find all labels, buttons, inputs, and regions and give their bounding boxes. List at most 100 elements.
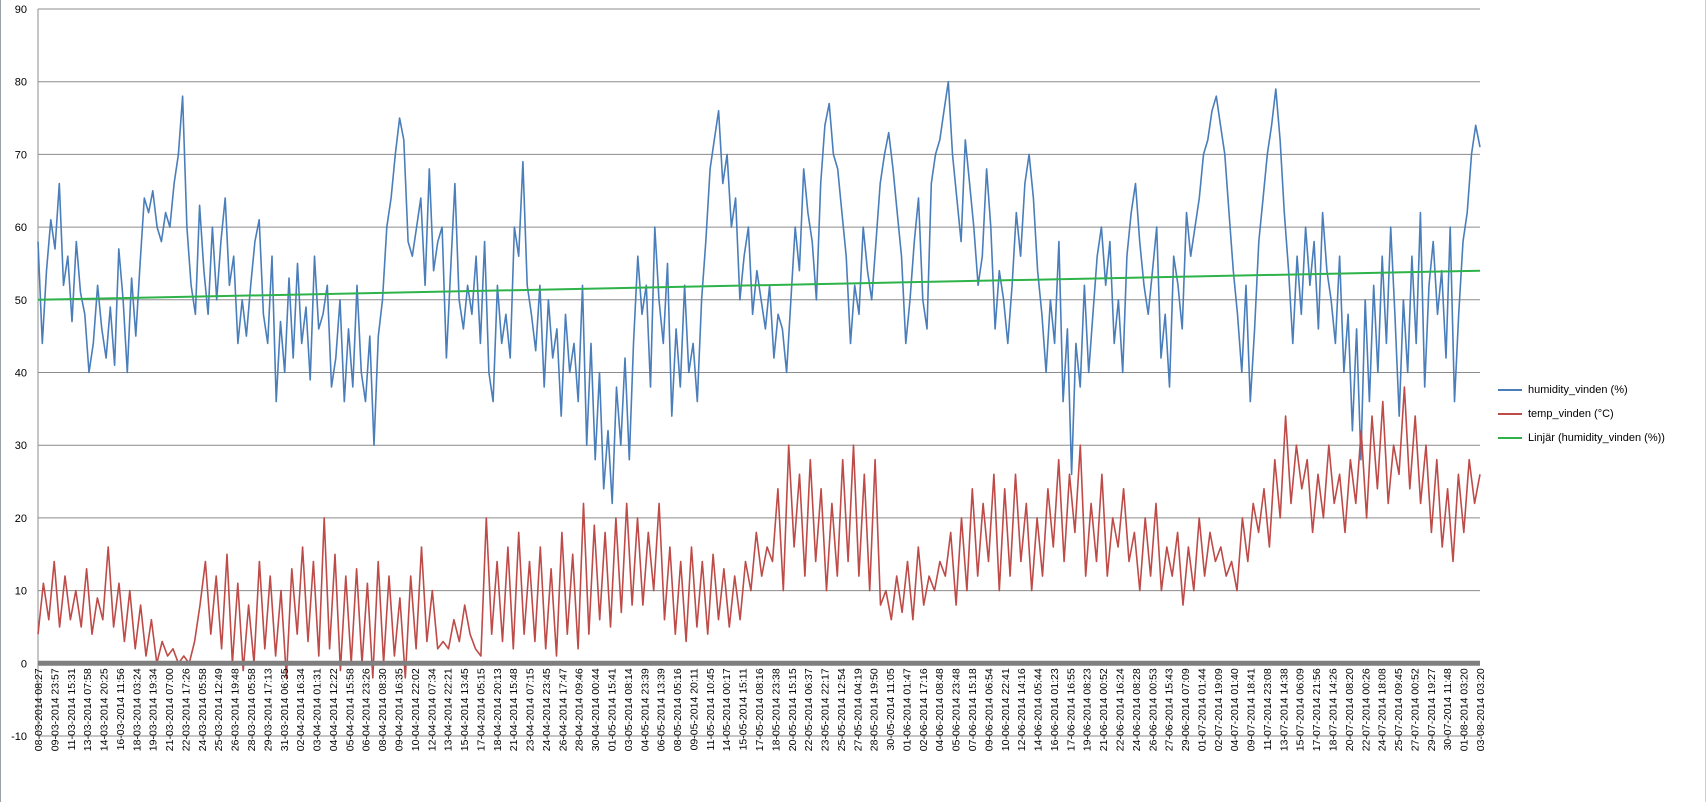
x-tick-label: 16-03-2014 11:56 [115, 668, 127, 750]
x-tick-label: 11-07-2014 23:08 [1262, 668, 1274, 750]
x-tick-label: 25-03-2014 12:49 [213, 668, 225, 751]
x-tick-label: 10-06-2014 22:41 [1000, 668, 1012, 751]
x-tick-label: 23-04-2014 07:15 [525, 668, 537, 751]
x-tick-label: 25-05-2014 12:54 [836, 668, 848, 751]
x-tick-label: 24-07-2014 18:08 [1377, 668, 1389, 751]
legend-label-humidity: humidity_vinden (%) [1528, 384, 1628, 396]
x-tick-label: 30-05-2014 11:05 [885, 668, 897, 750]
x-tick-label: 22-06-2014 16:24 [1115, 668, 1127, 751]
x-tick-label: 05-04-2014 15:58 [344, 668, 356, 751]
series-lines [37, 80, 1481, 679]
x-tick-label: 04-05-2014 23:39 [639, 668, 651, 751]
x-tick-label: 23-05-2014 22:17 [820, 668, 832, 751]
x-tick-label: 18-03-2014 03:24 [131, 668, 143, 751]
x-tick-label: 12-04-2014 07:34 [426, 668, 438, 751]
x-tick-label: 26-06-2014 00:53 [1147, 668, 1159, 751]
chart-legend: humidity_vinden (%) temp_vinden (°C) Lin… [1498, 378, 1665, 450]
y-tick-label: 60 [15, 222, 27, 234]
x-tick-label: 03-04-2014 01:31 [312, 668, 324, 751]
legend-swatch-humidity [1498, 389, 1522, 391]
x-tick-label: 01-07-2014 01:44 [1196, 668, 1208, 751]
x-tick-label: 28-03-2014 05:58 [246, 668, 258, 751]
x-tick-label: 09-06-2014 06:54 [983, 668, 995, 751]
x-tick-label: 17-06-2014 16:55 [1065, 668, 1077, 751]
x-tick-label: 09-07-2014 18:41 [1246, 668, 1258, 751]
x-tick-label: 04-07-2014 01:40 [1229, 668, 1241, 751]
gridlines [37, 8, 1480, 737]
y-axis-tick-labels: -10 0 10 20 30 40 50 60 70 80 90 [11, 4, 27, 743]
x-tick-label: 16-06-2014 01:23 [1049, 668, 1061, 751]
legend-item-trendline: Linjär (humidity_vinden (%)) [1498, 426, 1665, 450]
x-tick-label: 09-03-2014 23:57 [49, 668, 61, 751]
x-tick-label: 15-07-2014 06:09 [1295, 668, 1307, 751]
x-tick-label: 18-04-2014 20:13 [492, 668, 504, 751]
x-tick-label: 01-08-2014 03:20 [1459, 668, 1471, 751]
y-tick-label: 70 [15, 149, 27, 161]
x-tick-label: 08-04-2014 08:30 [377, 668, 389, 751]
x-tick-label: 20-07-2014 08:20 [1344, 668, 1356, 751]
x-tick-label: 02-04-2014 16:34 [295, 668, 307, 751]
window-left-edge [0, 0, 1, 802]
legend-item-temp: temp_vinden (°C) [1498, 402, 1665, 426]
x-tick-label: 02-07-2014 19:09 [1213, 668, 1225, 751]
legend-label-temp: temp_vinden (°C) [1528, 408, 1614, 420]
x-tick-label: 26-04-2014 17:47 [557, 668, 569, 751]
x-tick-label: 08-05-2014 05:16 [672, 668, 684, 751]
x-tick-label: 21-04-2014 15:48 [508, 668, 520, 751]
x-tick-label: 22-03-2014 17:26 [180, 668, 192, 751]
x-tick-label: 14-03-2014 20:25 [99, 668, 111, 751]
x-tick-label: 27-06-2014 15:43 [1164, 668, 1176, 751]
y-tick-label: 50 [15, 295, 27, 307]
y-tick-label: -10 [11, 731, 27, 743]
legend-label-trendline: Linjär (humidity_vinden (%)) [1528, 432, 1665, 444]
x-tick-label: 09-04-2014 16:35 [394, 668, 406, 751]
x-tick-label: 24-04-2014 23:45 [541, 668, 553, 751]
x-tick-label: 04-04-2014 12:22 [328, 668, 340, 751]
x-tick-label: 22-05-2014 06:37 [803, 668, 815, 751]
x-tick-label: 13-04-2014 22:21 [443, 668, 455, 751]
x-tick-label: 13-07-2014 14:38 [1278, 668, 1290, 751]
x-tick-label: 06-04-2014 23:26 [361, 668, 373, 751]
x-tick-label: 27-07-2014 00:52 [1409, 668, 1421, 751]
legend-swatch-temp [1498, 413, 1522, 415]
x-tick-label: 13-03-2014 07:58 [82, 668, 94, 751]
x-tick-label: 17-05-2014 08:16 [754, 668, 766, 751]
x-tick-label: 29-03-2014 17:13 [262, 668, 274, 751]
x-tick-label: 28-04-2014 09:46 [574, 668, 586, 751]
x-tick-label: 20-05-2014 15:15 [787, 668, 799, 751]
x-tick-label: 19-03-2014 19:34 [148, 668, 160, 751]
x-tick-label: 27-05-2014 04:19 [852, 668, 864, 751]
x-tick-label: 24-06-2014 08:28 [1131, 668, 1143, 751]
x-tick-label: 29-07-2014 19:27 [1426, 668, 1438, 751]
x-tick-label: 01-06-2014 01:47 [901, 668, 913, 751]
legend-swatch-trendline [1498, 437, 1522, 439]
x-tick-label: 10-04-2014 22:02 [410, 668, 422, 751]
x-tick-label: 07-06-2014 15:18 [967, 668, 979, 751]
x-tick-label: 21-06-2014 00:52 [1098, 668, 1110, 751]
series-line-2 [37, 269, 1481, 301]
x-tick-label: 14-05-2014 00:17 [721, 668, 733, 751]
series-line-0 [37, 80, 1481, 505]
x-tick-label: 19-06-2014 08:23 [1082, 668, 1094, 751]
window-right-edge [1705, 0, 1706, 802]
x-tick-label: 28-05-2014 19:50 [869, 668, 881, 751]
x-tick-label: 17-07-2014 21:56 [1311, 668, 1323, 751]
x-tick-label: 02-06-2014 17:16 [918, 668, 930, 751]
y-tick-label: 30 [15, 440, 27, 452]
x-tick-label: 26-03-2014 19:48 [230, 668, 242, 751]
legend-item-humidity: humidity_vinden (%) [1498, 378, 1665, 402]
x-tick-label: 11-03-2014 15:31 [66, 668, 78, 750]
x-tick-label: 15-05-2014 15:11 [738, 668, 750, 750]
x-tick-label: 18-07-2014 14:26 [1328, 668, 1340, 751]
x-tick-label: 17-04-2014 05:15 [475, 668, 487, 751]
x-tick-label: 22-07-2014 00:26 [1360, 668, 1372, 751]
x-tick-label: 12-06-2014 14:16 [1016, 668, 1028, 751]
x-tick-label: 04-06-2014 08:48 [934, 668, 946, 751]
y-tick-label: 0 [21, 658, 27, 670]
x-tick-label: 25-07-2014 09:45 [1393, 668, 1405, 751]
x-tick-label: 30-04-2014 00:44 [590, 668, 602, 751]
y-tick-label: 90 [15, 4, 27, 16]
x-tick-label: 14-06-2014 05:44 [1033, 668, 1045, 751]
